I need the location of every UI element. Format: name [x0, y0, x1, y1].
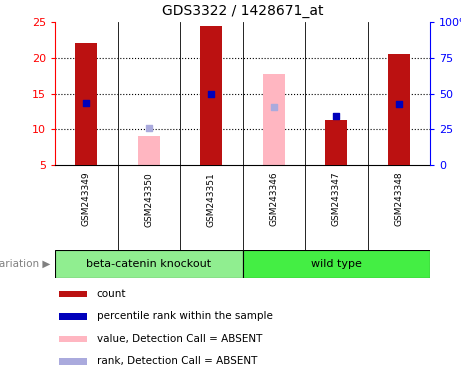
Bar [75, 43, 97, 165]
Text: value, Detection Call = ABSENT: value, Detection Call = ABSENT [97, 334, 262, 344]
Bar [242, 250, 430, 278]
Bar [59, 313, 87, 319]
Bar [59, 291, 87, 297]
Point [145, 125, 153, 131]
Point [207, 91, 215, 97]
Text: wild type: wild type [311, 259, 362, 269]
Point [395, 101, 402, 107]
Bar [201, 26, 222, 165]
Title: GDS3322 / 1428671_at: GDS3322 / 1428671_at [162, 4, 323, 18]
Point [83, 100, 90, 106]
Text: GSM243350: GSM243350 [144, 172, 153, 227]
Text: beta-catenin knockout: beta-catenin knockout [86, 259, 211, 269]
Text: GSM243346: GSM243346 [269, 172, 278, 227]
Text: percentile rank within the sample: percentile rank within the sample [97, 311, 273, 321]
Text: GSM243351: GSM243351 [207, 172, 216, 227]
Bar [59, 358, 87, 365]
Point [332, 113, 340, 119]
Text: GSM243348: GSM243348 [394, 172, 403, 227]
Bar [138, 136, 160, 165]
Bar [263, 74, 285, 165]
Text: count: count [97, 289, 126, 299]
Text: genotype/variation ▶: genotype/variation ▶ [0, 259, 50, 269]
Bar [59, 336, 87, 342]
Text: GSM243349: GSM243349 [82, 172, 91, 227]
Bar [388, 54, 410, 165]
Bar [55, 250, 242, 278]
Bar [325, 120, 347, 165]
Point [270, 104, 278, 110]
Text: rank, Detection Call = ABSENT: rank, Detection Call = ABSENT [97, 356, 257, 366]
Text: GSM243347: GSM243347 [332, 172, 341, 227]
